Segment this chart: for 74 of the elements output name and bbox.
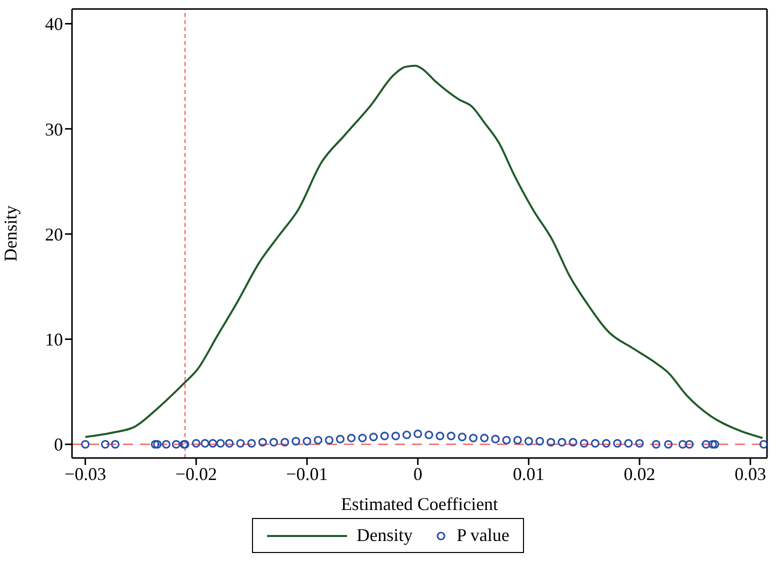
point [336,434,345,444]
point [391,432,400,440]
point [269,438,278,447]
point [652,440,660,449]
y-tick-label: 0 [54,434,63,455]
point [247,438,256,448]
point [110,440,120,449]
point [216,438,225,448]
point [678,440,688,449]
point [380,432,389,440]
point [100,440,110,449]
point [558,438,566,447]
point [480,434,489,442]
point [81,440,90,449]
point [225,438,234,448]
point [468,434,478,442]
point [172,440,180,449]
point [524,436,533,446]
point [280,438,290,447]
point [708,440,717,449]
point [664,440,673,449]
legend-label: Density [356,525,413,546]
point [624,438,633,448]
point [535,436,544,446]
point [162,440,171,449]
point [369,432,378,442]
x-axis-title: Estimated Coefficient [340,494,498,514]
point [153,440,162,449]
x-tick-label: 0 [413,464,422,484]
point [402,430,412,440]
point [491,434,500,444]
point [324,436,334,444]
point [258,438,267,447]
x-tick-label: −0.02 [175,464,217,484]
line-series [84,64,764,440]
y-tick-label: 10 [45,330,63,350]
point [414,430,422,438]
point [302,436,312,446]
point [568,438,578,447]
point [513,436,522,444]
x-tick-label: 0.02 [624,464,656,484]
point [580,438,588,448]
point [200,438,210,448]
y-tick-label: 40 [45,14,63,34]
y-tick-label: 30 [45,119,63,140]
x-tick-label: 0.01 [512,464,544,484]
point [602,438,611,448]
point [436,432,444,440]
point [546,438,556,447]
point [635,438,644,448]
point [446,432,456,440]
point [613,438,622,448]
point [502,436,511,444]
point [759,440,767,449]
x-tick-label: −0.03 [64,464,106,484]
x-tick-label: 0.03 [734,464,766,484]
x-tick-label: −0.01 [286,464,328,484]
point [150,440,160,449]
point [702,440,710,449]
point [424,430,434,440]
point [358,434,367,442]
point [292,436,300,446]
point [208,438,218,448]
point [458,432,466,442]
point [314,436,322,444]
point [347,434,356,442]
y-axis-title: Density [0,206,20,262]
point [192,438,200,448]
point [685,440,694,449]
y-tick-label: 20 [45,224,63,244]
point [710,440,720,449]
legend-label: P value [456,525,510,546]
point [236,438,245,448]
point [590,438,600,448]
